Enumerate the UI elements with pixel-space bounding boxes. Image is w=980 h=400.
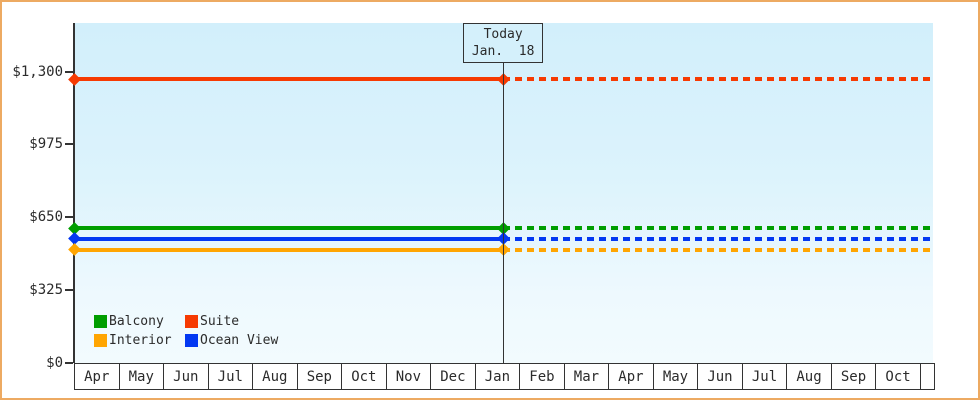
- month-cell: Sep: [298, 364, 343, 389]
- month-cell: Nov: [387, 364, 432, 389]
- series-line-interior-dotted: [503, 247, 933, 252]
- legend-item-ocean-view: Ocean View: [185, 332, 279, 348]
- month-cell: Jul: [209, 364, 254, 389]
- legend-swatch-balcony: [94, 314, 107, 328]
- y-tick-label: $0: [46, 355, 63, 371]
- month-cell: Apr: [609, 364, 654, 389]
- month-cell: Oct: [876, 364, 921, 389]
- month-cell: Jul: [743, 364, 788, 389]
- month-cell-empty: [921, 364, 934, 389]
- month-cell: Jan: [476, 364, 521, 389]
- today-vertical-line: [502, 23, 505, 363]
- legend-item-balcony: Balcony: [94, 313, 185, 329]
- month-cell: Aug: [787, 364, 832, 389]
- x-axis-month-row: Apr May Jun Jul Aug Sep Oct Nov Dec Jan Feb Mar Apr M…: [74, 363, 935, 390]
- month-cell: Oct: [342, 364, 387, 389]
- y-tick-mark: [65, 362, 73, 364]
- month-cell: May: [654, 364, 699, 389]
- series-line-suite-dotted: [503, 77, 933, 82]
- legend-label-interior: Interior: [109, 332, 172, 348]
- y-tick-label: $325: [29, 282, 63, 299]
- month-cell: May: [120, 364, 165, 389]
- y-tick-mark: [65, 216, 73, 219]
- legend-item-suite: Suite: [185, 313, 278, 329]
- month-cell: Sep: [832, 364, 877, 389]
- y-tick-label: $975: [29, 136, 63, 153]
- legend-swatch-suite: [185, 314, 198, 328]
- legend-label-balcony: Balcony: [109, 313, 164, 329]
- series-line-interior-solid: [75, 247, 504, 252]
- y-tick-label: $650: [29, 209, 63, 226]
- series-line-ocean-view-solid: [75, 236, 504, 241]
- legend-label-suite: Suite: [200, 313, 240, 329]
- y-tick-mark: [65, 70, 73, 73]
- legend: Balcony Suite Interior Ocean View: [94, 313, 279, 348]
- y-tick-label: $1,300: [12, 63, 63, 80]
- legend-item-interior: Interior: [94, 332, 185, 348]
- legend-swatch-interior: [94, 333, 107, 347]
- y-tick-mark: [65, 289, 73, 292]
- month-cell: Jun: [698, 364, 743, 389]
- month-cell: Apr: [75, 364, 120, 389]
- series-line-balcony-solid: [75, 226, 504, 231]
- today-annotation-box: Today Jan. 18: [463, 23, 544, 63]
- series-line-suite-solid: [75, 77, 504, 82]
- series-line-ocean-view-dotted: [503, 236, 933, 241]
- series-line-balcony-dotted: [503, 226, 933, 231]
- today-date: Jan. 18: [471, 44, 535, 59]
- month-cell: Feb: [520, 364, 565, 389]
- today-label: Today: [483, 27, 523, 42]
- month-cell: Dec: [431, 364, 476, 389]
- y-axis-line: [73, 23, 75, 363]
- y-tick-mark: [65, 143, 73, 146]
- month-cell: Jun: [164, 364, 209, 389]
- month-cell: Mar: [565, 364, 610, 389]
- legend-swatch-ocean-view: [185, 333, 198, 347]
- month-cell: Aug: [253, 364, 298, 389]
- legend-label-ocean-view: Ocean View: [200, 332, 279, 348]
